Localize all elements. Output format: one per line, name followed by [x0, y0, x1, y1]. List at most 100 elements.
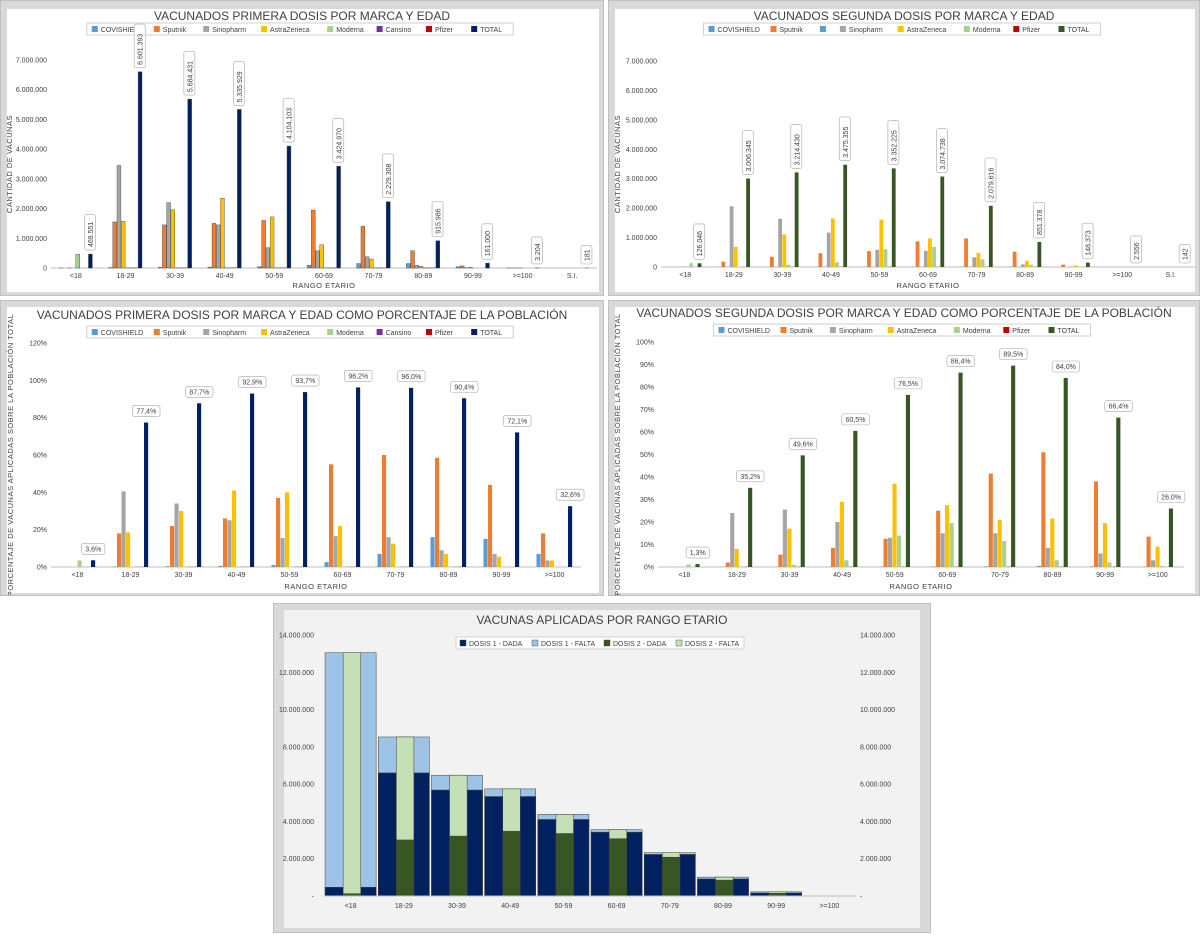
- data-label-box: [344, 370, 373, 382]
- bar-sputnik: [311, 209, 316, 269]
- legend: COVISHIELD Sputnik Sinopharm AstraZeneca Mod…: [86, 22, 514, 36]
- bar-astrazeneca: [1073, 265, 1078, 267]
- bar-total: [187, 98, 192, 269]
- bar-sputnik: [883, 538, 888, 567]
- bar-total: [748, 487, 753, 567]
- bar-sinopharm: [730, 513, 735, 567]
- data-label-box: [481, 223, 493, 260]
- data-label: 2.079.616: [988, 168, 995, 199]
- y-tick-label: 80%: [640, 385, 654, 392]
- bar-total: [695, 564, 700, 567]
- legend-label-1: Sputnik: [790, 328, 814, 335]
- bar-total: [237, 109, 242, 269]
- bar-astrazeneca: [839, 501, 844, 567]
- bar-sinopharm: [681, 266, 685, 267]
- bar-covishield: [207, 266, 212, 269]
- chart-panel-primera-dosis: VACUNADOS PRIMERA DOSIS POR MARCA Y EDAD…: [0, 0, 604, 296]
- bar-covishield: [984, 566, 989, 567]
- y-tick-label-left: 2.000.000: [283, 856, 314, 863]
- bar-sputnik: [434, 457, 440, 567]
- data-label-group: 4.104.103: [282, 97, 295, 143]
- bar-total: [515, 432, 520, 567]
- data-label: 86,4%: [951, 359, 971, 366]
- legend-label-2: Sinopharm: [212, 27, 246, 34]
- legend-label-2: DOSIS 2 - DADA: [613, 641, 667, 648]
- legend-swatch-5: [376, 329, 383, 335]
- bar-covishield: [158, 267, 163, 269]
- bar-sinopharm: [1098, 553, 1103, 567]
- data-label: 92,9%: [242, 380, 262, 387]
- bar-total: [800, 455, 805, 567]
- bar-astrazeneca: [734, 549, 739, 567]
- bar-total: [356, 387, 361, 567]
- bar-sputnik: [112, 221, 117, 269]
- x-tick-label: >=100: [545, 572, 565, 579]
- bar-dosis2-dada: [662, 856, 681, 897]
- bar-sinopharm: [835, 522, 840, 567]
- bar-sputnik: [540, 533, 546, 567]
- x-tick-label: 90-99: [464, 273, 482, 280]
- legend-label-7: TOTAL: [480, 27, 502, 34]
- bar-astrazeneca: [121, 221, 126, 269]
- bar-astrazeneca: [178, 511, 184, 567]
- legend-swatch-4: [327, 26, 334, 32]
- data-label: 35,2%: [740, 474, 760, 481]
- bar-covishield: [306, 265, 312, 269]
- x-tick-label: >=100: [513, 273, 533, 280]
- bar-total: [1168, 508, 1173, 567]
- bar-covishield: [536, 553, 541, 567]
- bar-covishield: [483, 539, 488, 567]
- x-tick-label: S.I.: [567, 273, 578, 280]
- chart-area: [7, 307, 599, 593]
- legend-swatch-5: [1003, 327, 1010, 333]
- legend-label-6: Pfizer: [435, 330, 454, 337]
- y-tick-label: 1.000.000: [626, 235, 657, 242]
- y-axis-label: CANTIDAD DE VACUNAS: [613, 115, 622, 213]
- x-tick-label: <18: [678, 572, 690, 579]
- data-label-group: 469.551: [84, 214, 96, 251]
- bar-total: [568, 506, 573, 567]
- x-tick-label: S.I.: [1165, 272, 1176, 279]
- chart-primera-dosis-cantidad: VACUNADOS PRIMERA DOSIS POR MARCA Y EDAD…: [5, 9, 599, 292]
- y-tick-label-right: 8.000.000: [860, 744, 891, 751]
- data-label-box: [1051, 360, 1080, 373]
- x-tick-label: 18-29: [728, 572, 746, 579]
- legend-swatch-1: [531, 639, 539, 647]
- data-label: 2.556: [1134, 242, 1141, 260]
- bar-moderna: [1107, 562, 1112, 567]
- data-label: 26,0%: [1161, 495, 1181, 502]
- legend-swatch-7: [471, 329, 478, 335]
- data-label-group: 5.335.929: [233, 61, 245, 106]
- legend-label-3: AstraZeneca: [897, 328, 937, 335]
- data-label-group: 2.556: [1130, 235, 1142, 264]
- bar-sputnik: [1146, 536, 1151, 567]
- legend-label-4: Moderna: [336, 330, 364, 337]
- bar-sinopharm: [386, 537, 391, 567]
- legend-label-3: AstraZeneca: [270, 330, 310, 337]
- x-tick-label: >=100: [1148, 572, 1168, 579]
- data-label-group: 142: [1178, 244, 1191, 264]
- bar-sputnik: [988, 473, 993, 567]
- data-label-box: [839, 116, 851, 162]
- data-label-box: [741, 130, 754, 175]
- bar-sinopharm: [993, 533, 998, 567]
- bar-sinopharm: [1150, 560, 1156, 567]
- bar-dosis2-dada: [449, 835, 468, 897]
- data-label: 6.601.393: [138, 34, 145, 65]
- bar-astrazeneca: [319, 244, 324, 269]
- bar-moderna: [77, 560, 82, 567]
- y-tick-label-right: 2.000.000: [860, 856, 891, 863]
- bar-dosis2-dada: [396, 839, 415, 897]
- bar-sinopharm: [315, 250, 320, 269]
- bar-sputnik: [169, 525, 175, 567]
- y-tick-label: 5.000.000: [16, 117, 47, 124]
- x-tick-label: 70-79: [387, 572, 405, 579]
- y-tick-label: 7.000.000: [16, 58, 47, 65]
- legend-swatch-6: [426, 329, 432, 335]
- y-tick-label: 60%: [33, 453, 47, 460]
- x-tick-label: 90-99: [493, 572, 511, 579]
- bar-covishield: [455, 266, 461, 269]
- bar-covishield: [112, 566, 117, 567]
- bar-sputnik: [1012, 251, 1017, 267]
- data-label: 3.475.355: [843, 126, 850, 157]
